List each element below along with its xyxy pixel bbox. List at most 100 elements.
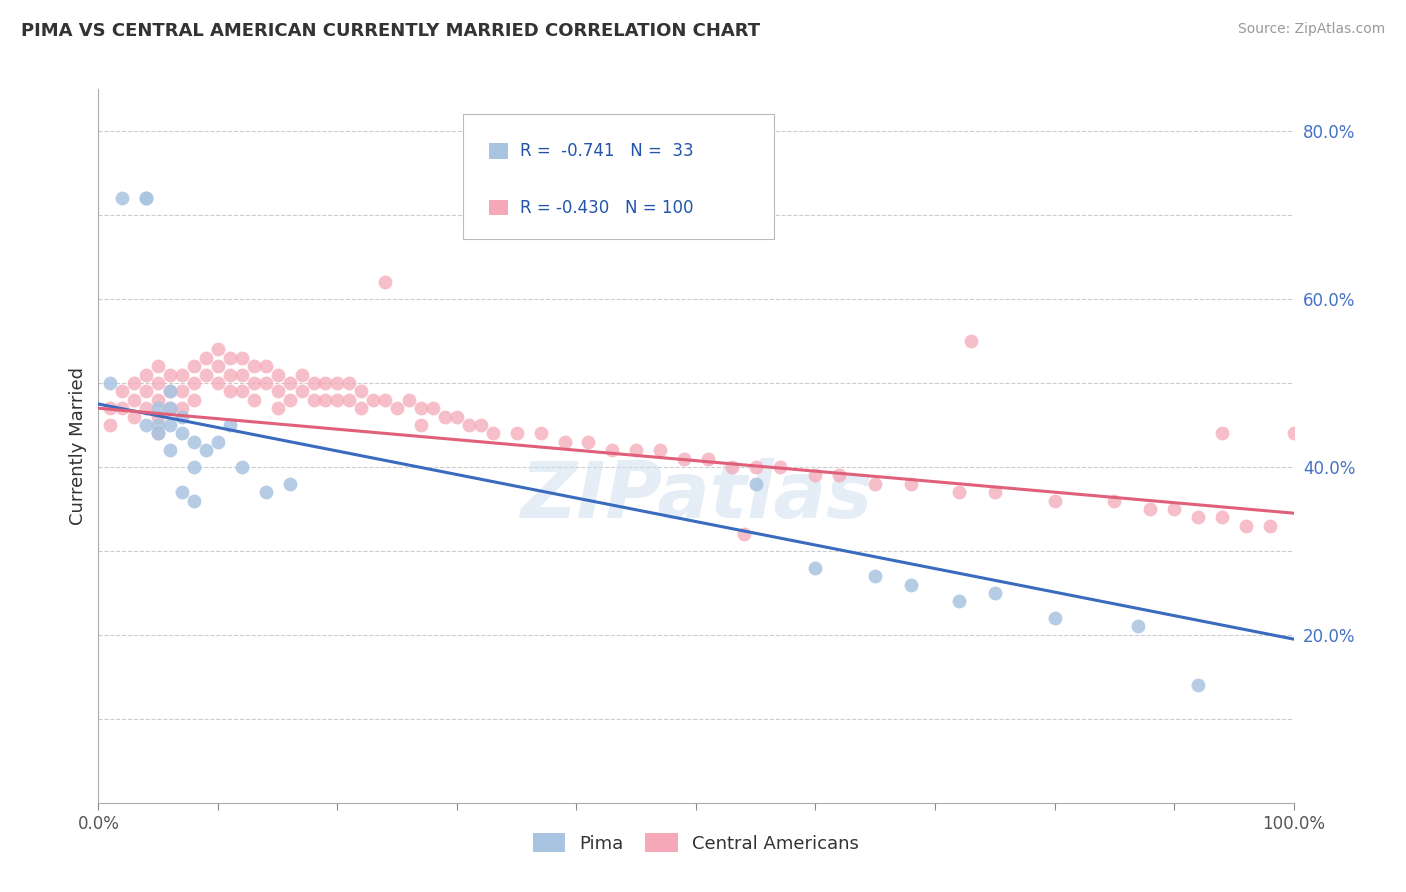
Point [195, 351, 218, 365]
Point [302, 376, 325, 390]
Point [135, 191, 157, 205]
Point [172, 485, 194, 500]
Point [900, 476, 922, 491]
Point [278, 376, 301, 390]
Point [1187, 678, 1209, 692]
Point [745, 476, 768, 491]
Point [1139, 502, 1161, 516]
Point [745, 460, 768, 475]
Point [960, 334, 983, 348]
Point [183, 460, 205, 475]
Point [1258, 518, 1281, 533]
Point [374, 392, 396, 407]
Point [422, 401, 444, 416]
Point [111, 191, 134, 205]
Point [411, 401, 433, 416]
FancyBboxPatch shape [463, 114, 773, 239]
Point [231, 460, 253, 475]
Point [530, 426, 553, 441]
Point [254, 359, 277, 374]
Point [302, 392, 325, 407]
Point [326, 392, 349, 407]
Point [267, 384, 290, 399]
Point [231, 368, 253, 382]
Point [98, 401, 122, 416]
Point [195, 443, 218, 458]
FancyBboxPatch shape [489, 200, 508, 216]
Point [207, 359, 229, 374]
Point [183, 493, 205, 508]
Point [231, 384, 253, 399]
Point [446, 409, 468, 424]
Point [135, 384, 157, 399]
Point [148, 409, 170, 424]
Point [278, 476, 301, 491]
Point [458, 417, 481, 432]
Point [733, 527, 755, 541]
Point [159, 417, 181, 432]
Point [148, 359, 170, 374]
Point [148, 426, 170, 441]
Point [984, 586, 1007, 600]
Point [135, 417, 157, 432]
Point [350, 401, 373, 416]
Point [183, 392, 205, 407]
Point [183, 434, 205, 449]
Point [697, 451, 720, 466]
Point [172, 409, 194, 424]
FancyBboxPatch shape [489, 144, 508, 159]
Point [135, 401, 157, 416]
Point [339, 392, 361, 407]
Point [865, 569, 887, 583]
Point [135, 368, 157, 382]
Point [865, 476, 887, 491]
Point [804, 560, 827, 574]
Point [411, 417, 433, 432]
Point [254, 376, 277, 390]
Point [98, 417, 122, 432]
Point [159, 384, 181, 399]
Point [768, 460, 790, 475]
Point [291, 384, 314, 399]
Point [124, 409, 146, 424]
Point [219, 368, 242, 382]
Point [804, 468, 827, 483]
Point [1043, 493, 1066, 508]
Point [159, 401, 181, 416]
Point [172, 401, 194, 416]
Point [159, 401, 181, 416]
Text: ZIPatlas: ZIPatlas [520, 458, 872, 534]
Point [195, 368, 218, 382]
Point [148, 401, 170, 416]
Point [207, 343, 229, 357]
Point [135, 191, 157, 205]
Point [315, 376, 337, 390]
Point [278, 392, 301, 407]
Point [243, 376, 266, 390]
Point [626, 443, 648, 458]
Point [291, 368, 314, 382]
Point [148, 426, 170, 441]
Point [828, 468, 851, 483]
Point [1043, 611, 1066, 625]
Point [243, 359, 266, 374]
Point [98, 376, 122, 390]
Point [124, 376, 146, 390]
Text: PIMA VS CENTRAL AMERICAN CURRENTLY MARRIED CORRELATION CHART: PIMA VS CENTRAL AMERICAN CURRENTLY MARRI… [21, 22, 761, 40]
Point [984, 485, 1007, 500]
Point [1211, 510, 1233, 524]
Point [1211, 426, 1233, 441]
Point [385, 401, 409, 416]
Point [673, 451, 696, 466]
Point [254, 485, 277, 500]
Text: R = -0.430   N = 100: R = -0.430 N = 100 [520, 199, 693, 217]
Point [339, 376, 361, 390]
Point [721, 460, 744, 475]
Point [1163, 502, 1185, 516]
Point [350, 384, 373, 399]
Point [148, 376, 170, 390]
Point [1187, 510, 1209, 524]
Point [481, 426, 505, 441]
Point [219, 417, 242, 432]
Text: R =  -0.741   N =  33: R = -0.741 N = 33 [520, 142, 693, 161]
